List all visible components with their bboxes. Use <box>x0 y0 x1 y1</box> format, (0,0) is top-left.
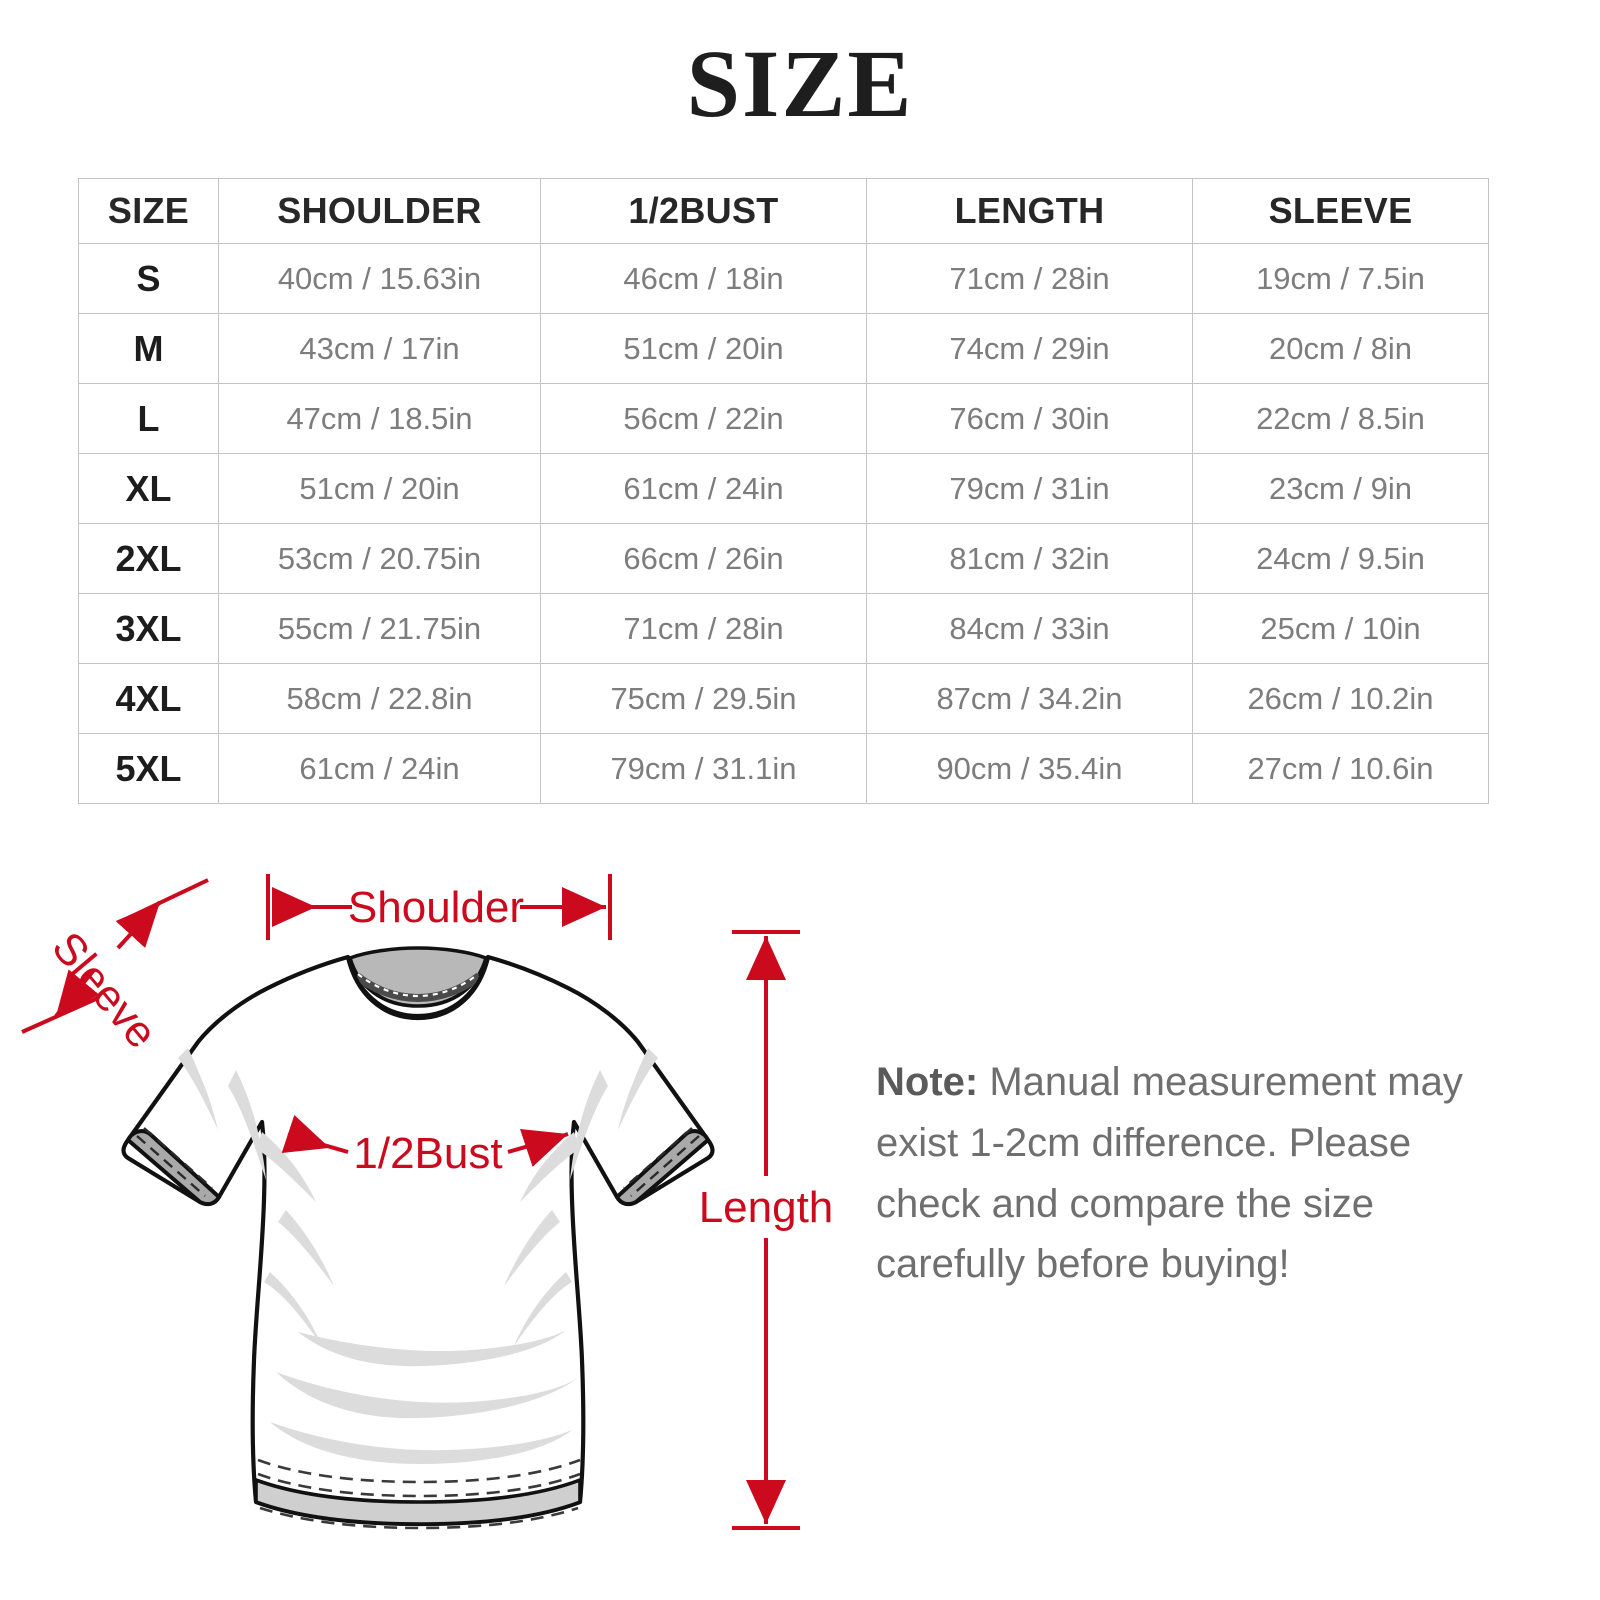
cell-shoulder: 61cm / 24in <box>218 733 541 804</box>
cell-shoulder: 55cm / 21.75in <box>218 593 541 664</box>
cell-bust: 51cm / 20in <box>540 313 867 384</box>
table-header-row: SIZE SHOULDER 1/2BUST LENGTH SLEEVE <box>78 178 1489 244</box>
cell-size: S <box>78 243 219 314</box>
cell-length: 81cm / 32in <box>866 523 1193 594</box>
fabric-shading <box>178 1048 658 1464</box>
shoulder-measure-group: Shoulder <box>266 874 612 940</box>
cell-bust: 71cm / 28in <box>540 593 867 664</box>
sleeve-cuff-left-stitch-2 <box>143 1127 213 1189</box>
cell-sleeve: 26cm / 10.2in <box>1192 663 1489 734</box>
cell-bust: 79cm / 31.1in <box>540 733 867 804</box>
cell-shoulder: 43cm / 17in <box>218 313 541 384</box>
column-header-size: SIZE <box>78 178 219 244</box>
cell-size: M <box>78 313 219 384</box>
sleeve-label: Sleeve <box>42 923 166 1058</box>
cell-bust: 56cm / 22in <box>540 383 867 454</box>
table-row: 5XL 61cm / 24in 79cm / 31.1in 90cm / 35.… <box>78 733 1489 804</box>
shoulder-label: Shoulder <box>348 883 524 932</box>
bottom-hem-stitch-2 <box>257 1458 581 1484</box>
sleeve-cuff-left-stitch-1 <box>136 1135 206 1197</box>
column-header-length: LENGTH <box>866 178 1193 244</box>
bottom-hem-band <box>254 1478 582 1526</box>
length-label: Length <box>699 1183 834 1232</box>
cell-sleeve: 22cm / 8.5in <box>1192 383 1489 454</box>
cell-bust: 66cm / 26in <box>540 523 867 594</box>
cell-length: 90cm / 35.4in <box>866 733 1193 804</box>
cell-bust: 75cm / 29.5in <box>540 663 867 734</box>
table-row: 2XL 53cm / 20.75in 66cm / 26in 81cm / 32… <box>78 523 1489 594</box>
note-text: Manual measurement may exist 1-2cm diffe… <box>876 1060 1463 1287</box>
cell-sleeve: 27cm / 10.6in <box>1192 733 1489 804</box>
table-row: M 43cm / 17in 51cm / 20in 74cm / 29in 20… <box>78 313 1489 384</box>
cell-size: 4XL <box>78 663 219 734</box>
table-row: 4XL 58cm / 22.8in 75cm / 29.5in 87cm / 3… <box>78 663 1489 734</box>
cell-sleeve: 20cm / 8in <box>1192 313 1489 384</box>
cell-size: 5XL <box>78 733 219 804</box>
bust-label: 1/2Bust <box>353 1129 502 1178</box>
cell-size: 2XL <box>78 523 219 594</box>
tshirt-illustration <box>121 946 715 1530</box>
column-header-bust: 1/2BUST <box>540 178 867 244</box>
sleeve-cap-upper <box>127 878 209 920</box>
length-measure-group: Length <box>699 930 834 1530</box>
cell-shoulder: 47cm / 18.5in <box>218 383 541 454</box>
cell-length: 74cm / 29in <box>866 313 1193 384</box>
table-row: XL 51cm / 20in 61cm / 24in 79cm / 31in 2… <box>78 453 1489 524</box>
sleeve-cuff-right-stitch-2 <box>623 1127 693 1189</box>
measurement-diagram: Shoulder Sleeve 1/2Bust Length <box>0 840 860 1580</box>
size-table-container: SIZE SHOULDER 1/2BUST LENGTH SLEEVE S 40… <box>78 178 1489 804</box>
cell-bust: 61cm / 24in <box>540 453 867 524</box>
bust-arrow-right <box>507 1128 569 1167</box>
sleeve-measure-group: Sleeve <box>21 878 209 1058</box>
bottom-hem-stitch-3 <box>259 1506 579 1530</box>
cell-shoulder: 51cm / 20in <box>218 453 541 524</box>
sleeve-arrow-lower <box>54 968 100 1018</box>
cell-sleeve: 25cm / 10in <box>1192 593 1489 664</box>
table-row: L 47cm / 18.5in 56cm / 22in 76cm / 30in … <box>78 383 1489 454</box>
cell-sleeve: 23cm / 9in <box>1192 453 1489 524</box>
cell-length: 87cm / 34.2in <box>866 663 1193 734</box>
page-title: SIZE <box>686 30 914 137</box>
size-table: SIZE SHOULDER 1/2BUST LENGTH SLEEVE S 40… <box>78 178 1489 804</box>
table-row: 3XL 55cm / 21.75in 71cm / 28in 84cm / 33… <box>78 593 1489 664</box>
cell-size: 3XL <box>78 593 219 664</box>
bottom-hem-stitch-1 <box>257 1472 581 1498</box>
cell-bust: 46cm / 18in <box>540 243 867 314</box>
table-row: S 40cm / 15.63in 46cm / 18in 71cm / 28in… <box>78 243 1489 314</box>
cell-sleeve: 24cm / 9.5in <box>1192 523 1489 594</box>
bust-measure-group: 1/2Bust <box>281 1115 569 1178</box>
cell-length: 79cm / 31in <box>866 453 1193 524</box>
sleeve-cuff-right-stitch-1 <box>630 1135 700 1197</box>
cell-size: XL <box>78 453 219 524</box>
column-header-sleeve: SLEEVE <box>1192 178 1489 244</box>
collar-rib-band <box>354 972 482 1003</box>
sleeve-arrow-upper <box>115 900 162 950</box>
cell-sleeve: 19cm / 7.5in <box>1192 243 1489 314</box>
collar-outer-ring <box>345 956 491 1021</box>
cell-shoulder: 58cm / 22.8in <box>218 663 541 734</box>
cell-shoulder: 40cm / 15.63in <box>218 243 541 314</box>
collar-rib-stitch <box>357 973 479 998</box>
cell-length: 84cm / 33in <box>866 593 1193 664</box>
cell-length: 71cm / 28in <box>866 243 1193 314</box>
bust-arrow-left <box>281 1115 349 1154</box>
cell-length: 76cm / 30in <box>866 383 1193 454</box>
column-header-shoulder: SHOULDER <box>218 178 541 244</box>
cell-shoulder: 53cm / 20.75in <box>218 523 541 594</box>
note-label: Note: <box>876 1060 979 1104</box>
tshirt-body-outline <box>121 954 715 1527</box>
cell-size: L <box>78 383 219 454</box>
note-block: Note: Manual measurement may exist 1-2cm… <box>876 1052 1516 1295</box>
